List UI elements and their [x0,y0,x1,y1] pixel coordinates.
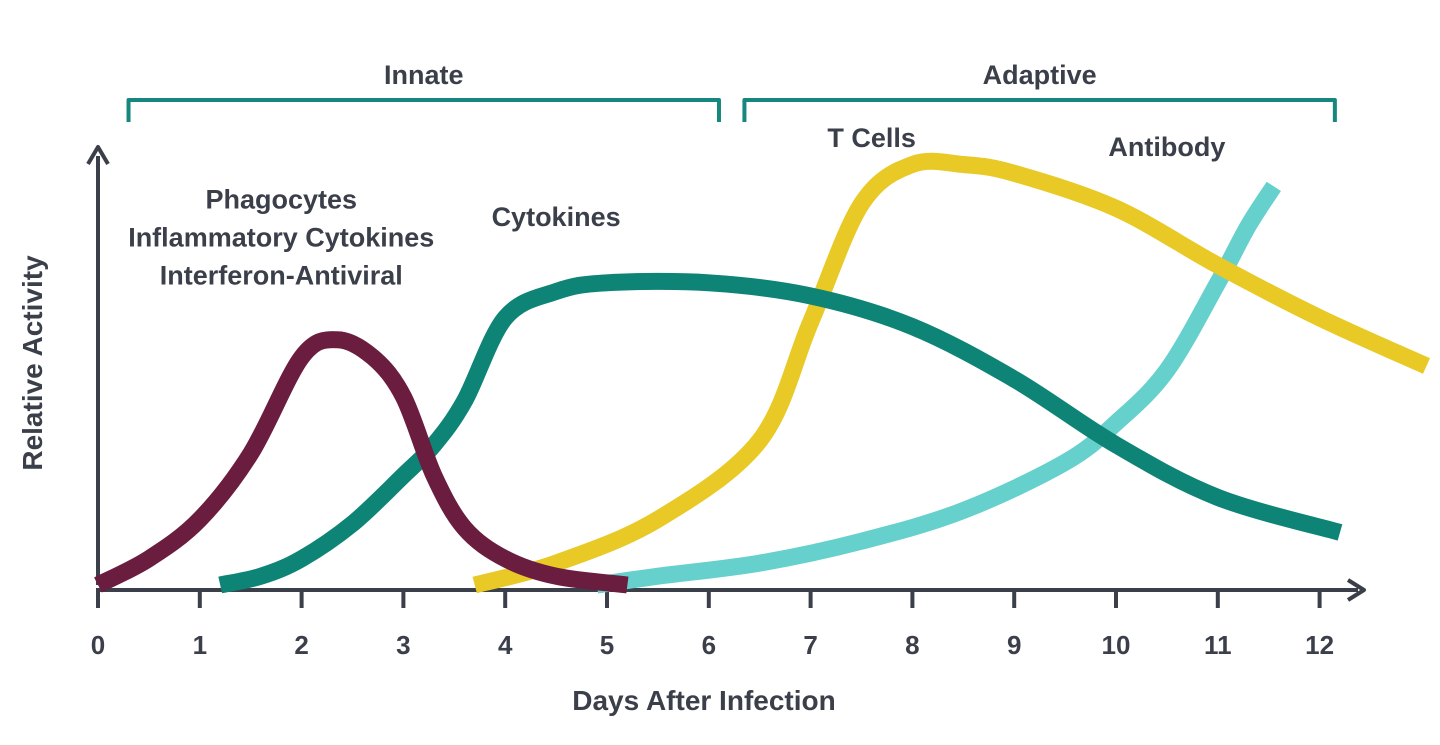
x-tick-label-3: 3 [396,630,410,660]
x-axis-title: Days After Infection [572,685,835,716]
annotation-1-line-1: Phagocytes [205,184,357,214]
x-tick-label-8: 8 [905,630,919,660]
annotation-1-line-2: Inflammatory Cytokines [128,222,434,252]
phase-label-innate: Innate [384,60,464,90]
x-tick-label-0: 0 [91,630,105,660]
annotation-4-line-1: Antibody [1108,132,1225,162]
phase-label-adaptive: Adaptive [983,60,1097,90]
x-tick-label-5: 5 [600,630,614,660]
series-lines [94,152,1430,594]
annotation-1: Phagocytes Inflammatory Cytokines Interfer… [128,184,434,290]
y-axis-title: Relative Activity [17,255,48,471]
x-tick-label-11: 11 [1204,630,1232,660]
annotation-3: T Cells [827,123,916,153]
series-line-1 [94,331,629,594]
annotation-4: Antibody [1108,132,1225,162]
series-line-4 [595,181,1281,594]
phase-bracket-innate [126,98,721,122]
series-line-2 [218,272,1343,594]
x-tick-label-2: 2 [294,630,308,660]
annotation-1-line-3: Interferon-Antiviral [160,260,403,290]
series-line-3 [472,152,1430,594]
x-tick-label-12: 12 [1305,630,1334,660]
x-tick-label-10: 10 [1102,630,1131,660]
annotation-3-line-1: T Cells [827,123,916,153]
x-ticks: 0 1 2 3 4 5 6 7 8 9 10 11 12 [91,590,1334,660]
phase-brackets: Innate Adaptive [126,60,1337,122]
annotations: Phagocytes Inflammatory Cytokines Interfer… [128,123,1225,290]
x-axis-arrowhead [1346,578,1366,602]
x-tick-label-6: 6 [702,630,716,660]
annotation-2-line-1: Cytokines [492,202,621,232]
x-tick-label-9: 9 [1007,630,1021,660]
axes [86,145,1366,602]
y-axis-arrowhead [86,145,110,166]
x-tick-label-4: 4 [498,630,513,660]
x-tick-label-7: 7 [803,630,817,660]
phase-bracket-adaptive [742,98,1337,122]
x-tick-label-1: 1 [193,630,207,660]
annotation-2: Cytokines [492,202,621,232]
